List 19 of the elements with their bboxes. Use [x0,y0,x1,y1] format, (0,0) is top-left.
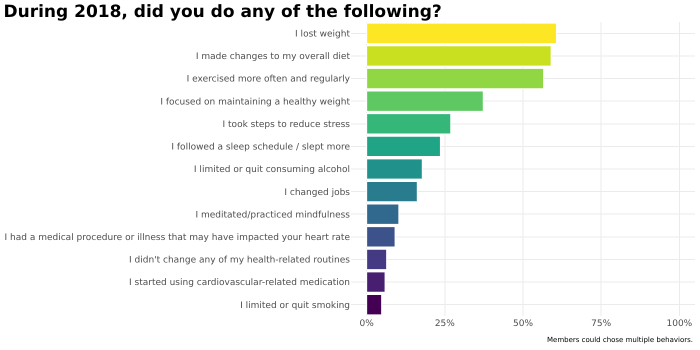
x-tick-label: 50% [512,319,534,329]
x-tick-label: 75% [591,319,612,329]
y-tick-label: I started using cardiovascular-related medication [129,278,350,288]
y-tick-label: I limited or quit consuming alcohol [194,165,350,176]
chart-title: During 2018, did you do any of the following? [4,2,442,22]
y-tick-label: I changed jobs [284,188,350,198]
y-tick-label: I followed a sleep schedule / slept more [171,142,350,153]
x-tick-label: 100% [666,319,693,329]
y-tick-label: I didn't change any of my health-related routines [129,256,350,266]
y-tick-label: I focused on maintaining a healthy weight [160,97,350,108]
x-tick-label: 25% [434,319,456,329]
x-tick-label: 0% [360,319,374,329]
y-tick-label: I took steps to reduce stress [222,120,350,130]
y-tick-label: I lost weight [295,29,350,40]
y-tick-label: I meditated/practiced mindfulness [195,210,350,220]
y-tick-label: I had a medical procedure or illness that may have impacted your heart rate [4,233,350,243]
y-tick-label: I limited or quit smoking [240,300,350,311]
y-tick-label: I made changes to my overall diet [196,52,350,62]
y-tick-label: I exercised more often and regularly [186,74,351,85]
